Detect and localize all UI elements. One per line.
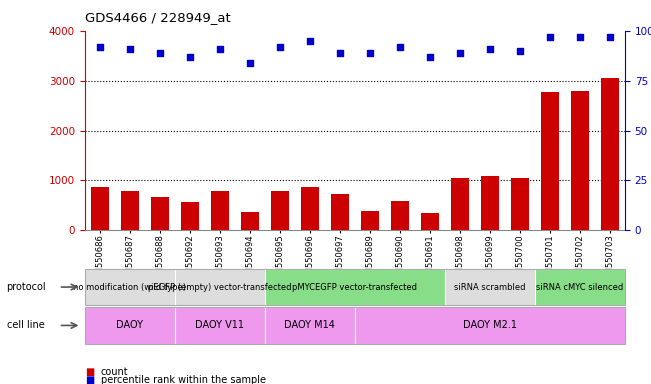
Bar: [421, 214, 439, 230]
Bar: [511, 178, 529, 230]
Text: count: count: [101, 367, 128, 377]
Bar: [120, 191, 139, 230]
Text: siRNA cMYC silenced: siRNA cMYC silenced: [536, 283, 624, 291]
Point: [94, 44, 105, 50]
Point: [454, 50, 465, 56]
Bar: [301, 187, 319, 230]
Point: [605, 34, 615, 40]
Text: DAOY V11: DAOY V11: [195, 320, 244, 331]
Text: pMYCEGFP vector-transfected: pMYCEGFP vector-transfected: [292, 283, 417, 291]
Point: [245, 60, 255, 66]
Bar: [271, 191, 289, 230]
Bar: [541, 92, 559, 230]
Bar: [571, 91, 589, 230]
Bar: [241, 212, 258, 230]
Point: [184, 54, 195, 60]
Bar: [181, 202, 199, 230]
Text: siRNA scrambled: siRNA scrambled: [454, 283, 525, 291]
Bar: [331, 194, 349, 230]
Bar: [481, 176, 499, 230]
Bar: [451, 178, 469, 230]
Text: DAOY M14: DAOY M14: [284, 320, 335, 331]
Point: [395, 44, 405, 50]
Bar: [211, 191, 229, 230]
Bar: [601, 78, 619, 230]
Bar: [150, 197, 169, 230]
Point: [305, 38, 315, 44]
Point: [365, 50, 375, 56]
Text: DAOY: DAOY: [116, 320, 143, 331]
Text: cell line: cell line: [7, 320, 44, 331]
Text: no modification (wild type): no modification (wild type): [73, 283, 186, 291]
Point: [275, 44, 285, 50]
Point: [424, 54, 435, 60]
Point: [515, 48, 525, 54]
Text: percentile rank within the sample: percentile rank within the sample: [101, 375, 266, 384]
Bar: [361, 211, 379, 230]
Text: ■: ■: [85, 375, 94, 384]
Point: [335, 50, 345, 56]
Text: GDS4466 / 228949_at: GDS4466 / 228949_at: [85, 12, 230, 25]
Text: pEGFP (empty) vector-transfected: pEGFP (empty) vector-transfected: [148, 283, 292, 291]
Bar: [90, 187, 109, 230]
Bar: [391, 201, 409, 230]
Text: DAOY M2.1: DAOY M2.1: [463, 320, 517, 331]
Point: [484, 46, 495, 52]
Point: [545, 34, 555, 40]
Point: [575, 34, 585, 40]
Point: [154, 50, 165, 56]
Point: [214, 46, 225, 52]
Text: ■: ■: [85, 367, 94, 377]
Text: protocol: protocol: [7, 282, 46, 292]
Point: [124, 46, 135, 52]
